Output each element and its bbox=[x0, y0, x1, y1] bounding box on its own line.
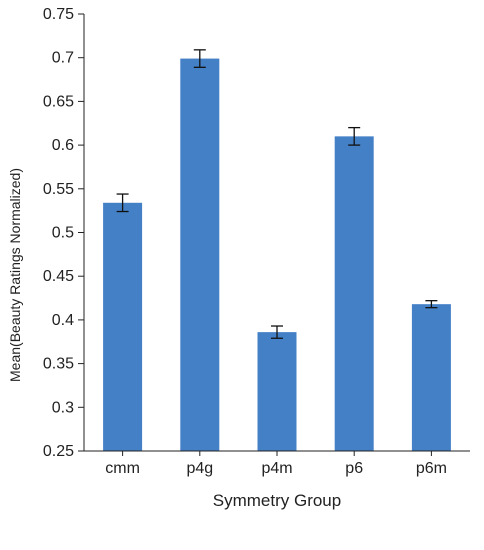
bar-cmm bbox=[103, 202, 143, 451]
error-bar-p4g bbox=[193, 49, 206, 68]
bar-p6m bbox=[411, 304, 451, 451]
x-axis-ticks: cmm p4g p4m p6 p6m bbox=[105, 451, 447, 477]
y-tick-label: 0.75 bbox=[43, 6, 74, 23]
x-tick-label-p6m: p6m bbox=[416, 460, 447, 477]
x-tick-label-p4g: p4g bbox=[186, 460, 213, 477]
error-bar-p6 bbox=[348, 126, 361, 146]
error-bar-p6m bbox=[425, 300, 438, 309]
y-tick-label: 0.35 bbox=[43, 356, 74, 373]
y-tick-label: 0.4 bbox=[52, 312, 74, 329]
y-tick-label: 0.5 bbox=[52, 225, 74, 242]
x-tick-label-p4m: p4m bbox=[261, 460, 292, 477]
error-bar-cmm bbox=[116, 193, 129, 213]
bar-p6 bbox=[334, 136, 374, 452]
y-tick-label: 0.65 bbox=[43, 93, 74, 110]
y-tick-label: 0.25 bbox=[43, 443, 74, 460]
y-tick-label: 0.3 bbox=[52, 399, 74, 416]
bars bbox=[103, 58, 451, 452]
x-tick-label-cmm: cmm bbox=[105, 460, 140, 477]
y-tick-label: 0.45 bbox=[43, 268, 74, 285]
y-axis-title: Mean(Beauty Ratings Normalized) bbox=[7, 168, 23, 382]
error-bar-p4m bbox=[271, 325, 283, 339]
bar-p4m bbox=[257, 332, 297, 451]
x-axis-title: Symmetry Group bbox=[213, 491, 341, 510]
y-tick-label: 0.7 bbox=[52, 50, 74, 67]
y-axis-ticks: 0.25 0.3 0.35 0.4 0.45 0.5 0.55 0.6 0.65 0.7 0.75 bbox=[43, 6, 84, 460]
y-tick-label: 0.6 bbox=[52, 137, 74, 154]
y-tick-label: 0.55 bbox=[43, 181, 74, 198]
x-tick-label-p6: p6 bbox=[345, 460, 363, 477]
bar-p4g bbox=[180, 58, 220, 451]
error-bars bbox=[116, 49, 438, 339]
